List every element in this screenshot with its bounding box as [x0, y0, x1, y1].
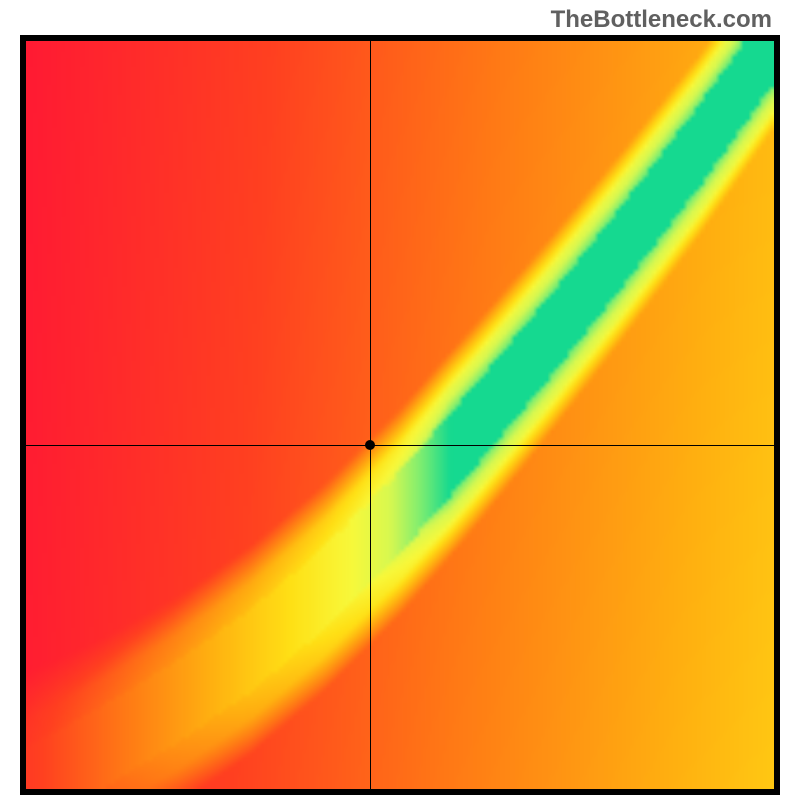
- heatmap-plot: [20, 35, 780, 795]
- chart-container: TheBottleneck.com: [0, 0, 800, 800]
- crosshair-horizontal: [26, 445, 774, 446]
- crosshair-marker: [365, 440, 375, 450]
- heatmap-canvas: [26, 41, 774, 789]
- crosshair-vertical: [370, 41, 371, 789]
- watermark-text: TheBottleneck.com: [551, 6, 772, 34]
